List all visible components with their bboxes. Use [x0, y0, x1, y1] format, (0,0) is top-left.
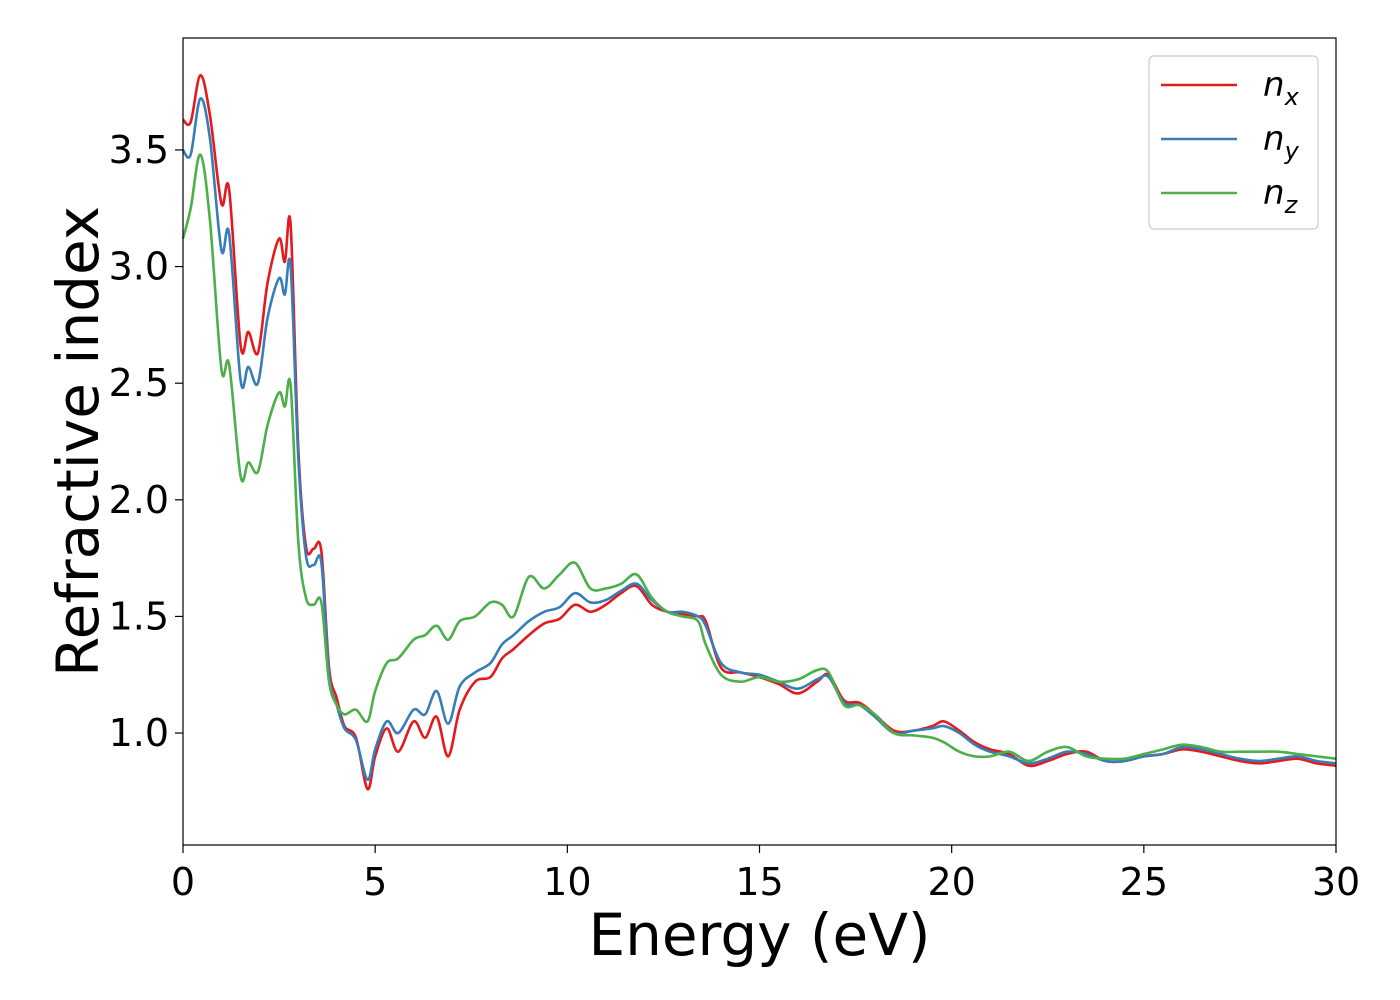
legend-label-base: n [1263, 65, 1285, 105]
legend-label-subscript: x [1284, 83, 1300, 111]
x-tick-label: 10 [543, 860, 591, 904]
y-axis-ticks: 1.0 1.5 2.0 2.5 3.0 3.5 [109, 128, 183, 755]
legend-box [1148, 55, 1319, 230]
x-axis-ticks: 0 5 10 15 20 25 30 [171, 845, 1360, 904]
x-axis-title: Energy (eV) [588, 901, 930, 969]
legend-label-subscript: z [1284, 191, 1299, 219]
legend-label-x: nx [1263, 65, 1300, 111]
y-tick-label: 1.0 [109, 711, 169, 755]
x-tick-label: 15 [735, 860, 783, 904]
x-tick-label: 20 [927, 860, 975, 904]
x-tick-label: 30 [1312, 860, 1360, 904]
legend-label-base: n [1263, 173, 1285, 213]
series-line-z [181, 153, 1337, 763]
x-tick-label: 5 [363, 860, 387, 904]
x-tick-label: 25 [1120, 860, 1168, 904]
y-tick-label: 2.0 [109, 478, 169, 522]
y-axis-title: Refractive index [44, 206, 112, 677]
y-tick-label: 3.0 [109, 245, 169, 289]
y-tick-label: 1.5 [109, 594, 169, 638]
y-tick-label: 2.5 [109, 361, 169, 405]
legend-label-y: ny [1263, 119, 1300, 165]
plot-series [181, 74, 1337, 791]
x-tick-label: 0 [171, 860, 195, 904]
series-line-y [181, 97, 1337, 781]
y-tick-label: 3.5 [109, 128, 169, 172]
legend-label-subscript: y [1284, 137, 1300, 165]
series-line-x [182, 74, 1337, 791]
legend-label-z: nz [1263, 173, 1299, 219]
legend-label-base: n [1263, 119, 1285, 159]
